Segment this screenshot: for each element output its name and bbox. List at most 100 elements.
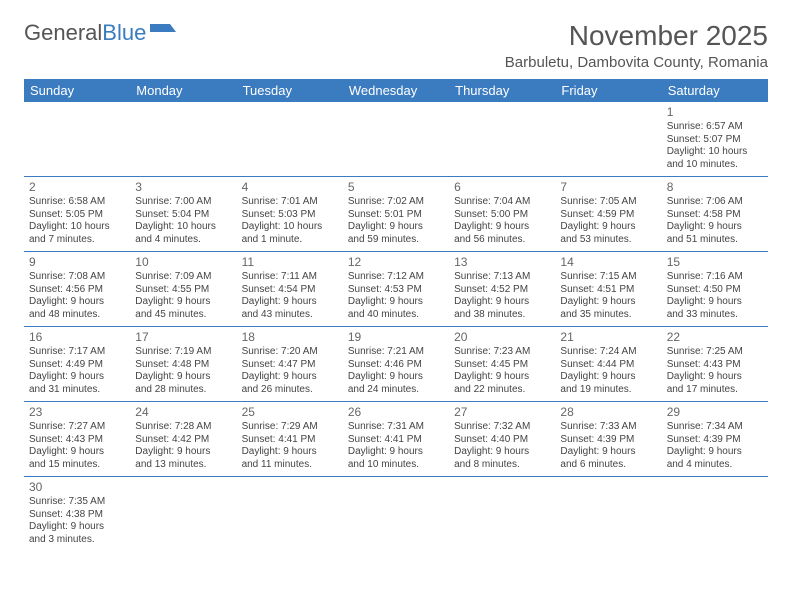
calendar-cell (237, 477, 343, 552)
day-daylight1: Daylight: 9 hours (454, 446, 550, 459)
weekday-saturday: Saturday (662, 79, 768, 102)
day-daylight1: Daylight: 9 hours (135, 446, 231, 459)
day-daylight1: Daylight: 9 hours (560, 221, 656, 234)
day-sunset: Sunset: 4:40 PM (454, 434, 550, 447)
day-sunset: Sunset: 4:39 PM (560, 434, 656, 447)
day-number: 8 (667, 180, 763, 195)
day-sunrise: Sunrise: 7:33 AM (560, 421, 656, 434)
calendar-cell (130, 477, 236, 552)
day-daylight1: Daylight: 9 hours (242, 296, 338, 309)
calendar-cell: 4Sunrise: 7:01 AMSunset: 5:03 PMDaylight… (237, 177, 343, 252)
day-sunrise: Sunrise: 7:21 AM (348, 346, 444, 359)
day-number: 15 (667, 255, 763, 270)
day-sunrise: Sunrise: 7:01 AM (242, 196, 338, 209)
calendar-row: 23Sunrise: 7:27 AMSunset: 4:43 PMDayligh… (24, 402, 768, 477)
day-sunset: Sunset: 5:05 PM (29, 209, 125, 222)
day-number: 28 (560, 405, 656, 420)
day-number: 9 (29, 255, 125, 270)
day-sunset: Sunset: 4:52 PM (454, 284, 550, 297)
day-daylight2: and 3 minutes. (29, 534, 125, 547)
weekday-friday: Friday (555, 79, 661, 102)
day-sunset: Sunset: 4:56 PM (29, 284, 125, 297)
weekday-sunday: Sunday (24, 79, 130, 102)
day-number: 3 (135, 180, 231, 195)
day-sunrise: Sunrise: 6:58 AM (29, 196, 125, 209)
day-sunset: Sunset: 4:53 PM (348, 284, 444, 297)
calendar-cell (449, 477, 555, 552)
day-sunset: Sunset: 4:41 PM (242, 434, 338, 447)
day-sunset: Sunset: 4:49 PM (29, 359, 125, 372)
day-sunset: Sunset: 5:01 PM (348, 209, 444, 222)
day-number: 20 (454, 330, 550, 345)
calendar-cell: 17Sunrise: 7:19 AMSunset: 4:48 PMDayligh… (130, 327, 236, 402)
calendar-cell (555, 477, 661, 552)
day-daylight2: and 33 minutes. (667, 309, 763, 322)
calendar-cell: 24Sunrise: 7:28 AMSunset: 4:42 PMDayligh… (130, 402, 236, 477)
day-daylight2: and 4 minutes. (667, 459, 763, 472)
day-sunrise: Sunrise: 7:06 AM (667, 196, 763, 209)
day-daylight1: Daylight: 9 hours (667, 371, 763, 384)
day-daylight1: Daylight: 9 hours (135, 371, 231, 384)
day-daylight2: and 51 minutes. (667, 234, 763, 247)
day-daylight1: Daylight: 10 hours (667, 146, 763, 159)
calendar-cell: 29Sunrise: 7:34 AMSunset: 4:39 PMDayligh… (662, 402, 768, 477)
day-number: 11 (242, 255, 338, 270)
calendar-cell: 26Sunrise: 7:31 AMSunset: 4:41 PMDayligh… (343, 402, 449, 477)
day-sunrise: Sunrise: 7:09 AM (135, 271, 231, 284)
day-number: 30 (29, 480, 125, 495)
day-daylight1: Daylight: 9 hours (560, 371, 656, 384)
day-daylight2: and 19 minutes. (560, 384, 656, 397)
day-sunset: Sunset: 4:43 PM (29, 434, 125, 447)
day-number: 5 (348, 180, 444, 195)
day-daylight1: Daylight: 9 hours (667, 446, 763, 459)
day-number: 14 (560, 255, 656, 270)
calendar-cell: 8Sunrise: 7:06 AMSunset: 4:58 PMDaylight… (662, 177, 768, 252)
day-daylight1: Daylight: 9 hours (29, 521, 125, 534)
calendar-row: 1Sunrise: 6:57 AMSunset: 5:07 PMDaylight… (24, 102, 768, 177)
header: GeneralBlue November 2025 Barbuletu, Dam… (24, 20, 768, 71)
day-sunrise: Sunrise: 7:34 AM (667, 421, 763, 434)
calendar-cell: 12Sunrise: 7:12 AMSunset: 4:53 PMDayligh… (343, 252, 449, 327)
day-daylight1: Daylight: 10 hours (29, 221, 125, 234)
calendar-row: 16Sunrise: 7:17 AMSunset: 4:49 PM Dayligh… (24, 327, 768, 402)
day-daylight2: and 43 minutes. (242, 309, 338, 322)
day-daylight2: and 4 minutes. (135, 234, 231, 247)
day-daylight2: and 8 minutes. (454, 459, 550, 472)
day-daylight1: Daylight: 10 hours (242, 221, 338, 234)
day-sunset: Sunset: 4:47 PM (242, 359, 338, 372)
day-sunset: Sunset: 4:45 PM (454, 359, 550, 372)
day-number: 2 (29, 180, 125, 195)
calendar-cell (130, 102, 236, 177)
day-daylight2: and 40 minutes. (348, 309, 444, 322)
day-daylight1: Daylight: 9 hours (29, 446, 125, 459)
day-sunset: Sunset: 4:42 PM (135, 434, 231, 447)
day-sunrise: Sunrise: 7:13 AM (454, 271, 550, 284)
calendar-row: 2Sunrise: 6:58 AMSunset: 5:05 PMDaylight… (24, 177, 768, 252)
day-number: 21 (560, 330, 656, 345)
day-sunset: Sunset: 5:04 PM (135, 209, 231, 222)
calendar-cell: 19Sunrise: 7:21 AMSunset: 4:46 PMDayligh… (343, 327, 449, 402)
calendar-cell: 11Sunrise: 7:11 AMSunset: 4:54 PMDayligh… (237, 252, 343, 327)
day-daylight2: and 10 minutes. (667, 159, 763, 172)
day-sunrise: Sunrise: 6:57 AM (667, 121, 763, 134)
day-number: 16 (29, 330, 125, 345)
day-sunrise: Sunrise: 7:28 AM (135, 421, 231, 434)
day-daylight2: and 48 minutes. (29, 309, 125, 322)
day-daylight2: and 6 minutes. (560, 459, 656, 472)
logo: GeneralBlue (24, 20, 176, 46)
calendar-cell (237, 102, 343, 177)
day-daylight1: Daylight: 9 hours (560, 446, 656, 459)
day-sunrise: Sunrise: 7:19 AM (135, 346, 231, 359)
day-sunrise: Sunrise: 7:17 AM (29, 346, 125, 359)
day-daylight1: Daylight: 9 hours (348, 371, 444, 384)
day-sunrise: Sunrise: 7:25 AM (667, 346, 763, 359)
calendar-row: 9Sunrise: 7:08 AMSunset: 4:56 PM Daylight… (24, 252, 768, 327)
day-daylight1: Daylight: 9 hours (560, 296, 656, 309)
calendar-cell: 30Sunrise: 7:35 AMSunset: 4:38 PMDayligh… (24, 477, 130, 552)
day-sunset: Sunset: 5:07 PM (667, 134, 763, 147)
day-sunrise: Sunrise: 7:08 AM (29, 271, 125, 284)
calendar-row: 30Sunrise: 7:35 AMSunset: 4:38 PMDayligh… (24, 477, 768, 552)
calendar-cell: 23Sunrise: 7:27 AMSunset: 4:43 PMDayligh… (24, 402, 130, 477)
day-daylight1: Daylight: 9 hours (348, 446, 444, 459)
weekday-wednesday: Wednesday (343, 79, 449, 102)
